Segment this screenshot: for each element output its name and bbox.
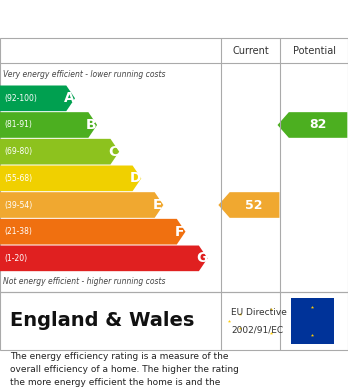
Text: C: C <box>108 145 118 159</box>
Text: (1-20): (1-20) <box>4 254 27 263</box>
Text: F: F <box>175 225 184 239</box>
Polygon shape <box>0 246 207 271</box>
Text: G: G <box>196 251 207 265</box>
Text: (69-80): (69-80) <box>4 147 32 156</box>
Polygon shape <box>0 139 119 165</box>
Text: 52: 52 <box>245 199 263 212</box>
Text: Potential: Potential <box>293 46 335 56</box>
Text: Current: Current <box>232 46 269 56</box>
Polygon shape <box>0 165 141 191</box>
Text: 82: 82 <box>309 118 326 131</box>
Text: Not energy efficient - higher running costs: Not energy efficient - higher running co… <box>3 277 166 286</box>
Polygon shape <box>0 112 97 138</box>
Text: A: A <box>64 91 74 105</box>
Polygon shape <box>0 219 185 244</box>
Text: (81-91): (81-91) <box>4 120 32 129</box>
Polygon shape <box>219 192 279 218</box>
Polygon shape <box>0 192 164 218</box>
Text: England & Wales: England & Wales <box>10 312 195 330</box>
Text: (39-54): (39-54) <box>4 201 32 210</box>
Text: (55-68): (55-68) <box>4 174 32 183</box>
Bar <box>291 298 334 344</box>
Text: The energy efficiency rating is a measure of the
overall efficiency of a home. T: The energy efficiency rating is a measur… <box>10 352 239 391</box>
Polygon shape <box>0 86 75 111</box>
Text: (92-100): (92-100) <box>4 94 37 103</box>
Text: (21-38): (21-38) <box>4 227 32 236</box>
Text: EU Directive: EU Directive <box>231 308 287 317</box>
Polygon shape <box>278 112 347 138</box>
Text: Very energy efficient - lower running costs: Very energy efficient - lower running co… <box>3 70 166 79</box>
Text: D: D <box>129 171 141 185</box>
Text: Energy Efficiency Rating: Energy Efficiency Rating <box>10 10 239 28</box>
Text: E: E <box>152 198 162 212</box>
Text: B: B <box>86 118 96 132</box>
Text: 2002/91/EC: 2002/91/EC <box>231 325 284 334</box>
